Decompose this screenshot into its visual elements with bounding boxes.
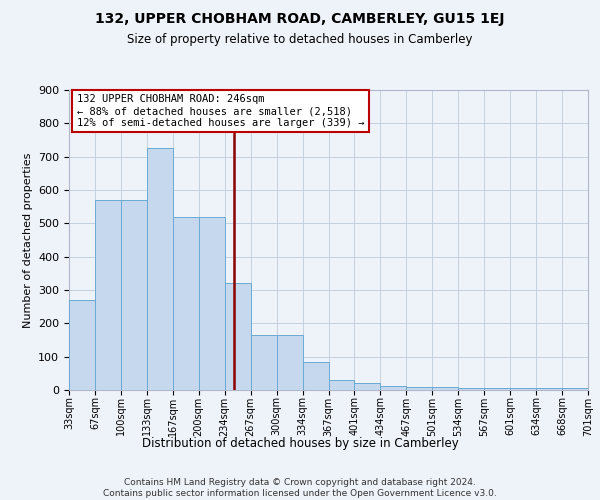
Bar	[147, 148, 173, 390]
Bar	[458, 388, 484, 390]
Bar	[69, 300, 95, 390]
Bar	[302, 362, 329, 390]
Text: Size of property relative to detached houses in Camberley: Size of property relative to detached ho…	[127, 32, 473, 46]
Bar	[562, 388, 588, 390]
Bar	[121, 200, 147, 390]
Y-axis label: Number of detached properties: Number of detached properties	[23, 152, 32, 328]
Bar	[510, 388, 536, 390]
Bar	[536, 388, 562, 390]
Bar	[380, 386, 406, 390]
Text: Distribution of detached houses by size in Camberley: Distribution of detached houses by size …	[142, 438, 458, 450]
Text: 132, UPPER CHOBHAM ROAD, CAMBERLEY, GU15 1EJ: 132, UPPER CHOBHAM ROAD, CAMBERLEY, GU15…	[95, 12, 505, 26]
Bar	[355, 384, 380, 390]
Text: Contains HM Land Registry data © Crown copyright and database right 2024.
Contai: Contains HM Land Registry data © Crown c…	[103, 478, 497, 498]
Bar	[173, 216, 199, 390]
Bar	[406, 388, 432, 390]
Bar	[225, 284, 251, 390]
Bar	[433, 388, 458, 390]
Bar	[277, 335, 302, 390]
Bar	[95, 200, 121, 390]
Text: 132 UPPER CHOBHAM ROAD: 246sqm
← 88% of detached houses are smaller (2,518)
12% : 132 UPPER CHOBHAM ROAD: 246sqm ← 88% of …	[77, 94, 364, 128]
Bar	[199, 216, 224, 390]
Bar	[484, 388, 510, 390]
Bar	[329, 380, 355, 390]
Bar	[251, 335, 277, 390]
